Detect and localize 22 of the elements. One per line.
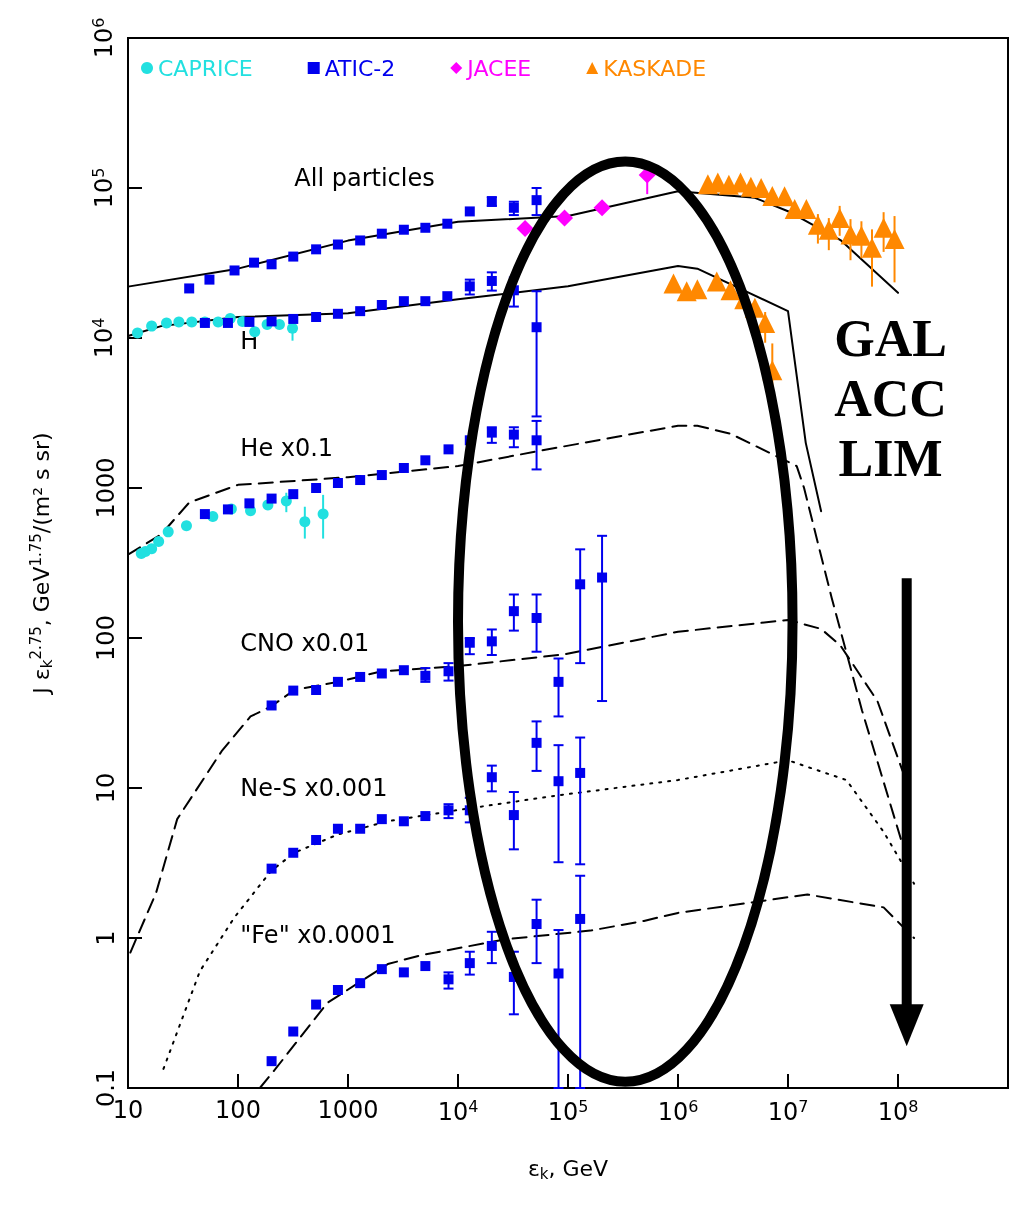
annotation: GAL bbox=[834, 309, 947, 367]
y-tick-label: 104 bbox=[88, 317, 118, 359]
legend-label: CAPRICE bbox=[158, 55, 253, 81]
y-tick-label: 105 bbox=[88, 167, 118, 209]
annotation: All particles bbox=[294, 164, 435, 193]
x-tick-label: 100 bbox=[215, 1096, 261, 1124]
y-axis-title: J εk2.75, GeV1.75/(m² s sr) bbox=[26, 432, 56, 696]
annotation: He x0.1 bbox=[240, 434, 334, 463]
legend-label: JACEE bbox=[465, 55, 532, 81]
legend-label: KASKADE bbox=[603, 55, 707, 81]
legend-label: ATIC-2 bbox=[324, 55, 396, 81]
y-tick-label: 1 bbox=[92, 930, 120, 946]
annotation: LIM bbox=[838, 429, 943, 487]
x-tick-label: 1000 bbox=[317, 1096, 379, 1124]
annotation: CNO x0.01 bbox=[240, 628, 370, 657]
annotation: Ne-S x0.001 bbox=[240, 774, 388, 802]
y-tick-label: 1000 bbox=[92, 457, 120, 519]
y-tick-label: 100 bbox=[92, 615, 120, 661]
y-tick-label: 10 bbox=[92, 772, 120, 804]
y-tick-label: 106 bbox=[88, 17, 118, 59]
annotation: ACC bbox=[834, 369, 947, 427]
annotation: "Fe" x0.0001 bbox=[240, 920, 396, 949]
